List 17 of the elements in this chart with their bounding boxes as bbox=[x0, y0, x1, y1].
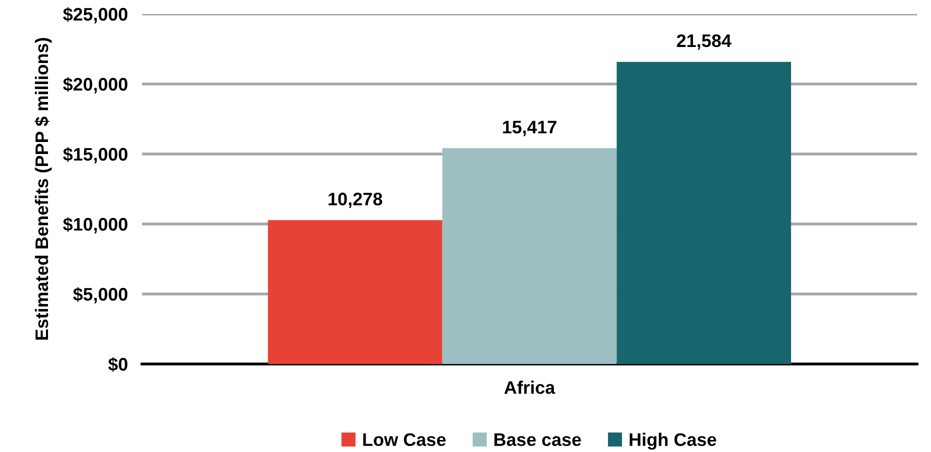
x-tick-label: Africa bbox=[504, 380, 556, 394]
data-label: 15,417 bbox=[503, 120, 556, 136]
legend-label: High Case bbox=[630, 432, 716, 450]
data-label: 10,278 bbox=[328, 192, 382, 208]
y-tick-label: $25,000 bbox=[63, 7, 128, 24]
y-tick-label: $5,000 bbox=[73, 287, 128, 304]
y-tick-label: $20,000 bbox=[63, 77, 128, 94]
bar bbox=[616, 62, 792, 364]
legend-label: Low Case bbox=[363, 433, 446, 446]
bar bbox=[268, 220, 442, 364]
legend-label: Base case bbox=[494, 433, 581, 446]
y-tick-label: $0 bbox=[108, 357, 128, 372]
data-label: 21,584 bbox=[676, 34, 732, 50]
y-axis-title: Estimated Benefits (PPP $ millions) bbox=[34, 38, 52, 340]
bar bbox=[442, 148, 617, 364]
y-tick-label: $15,000 bbox=[63, 147, 128, 164]
y-tick-label: $10,000 bbox=[63, 217, 128, 234]
